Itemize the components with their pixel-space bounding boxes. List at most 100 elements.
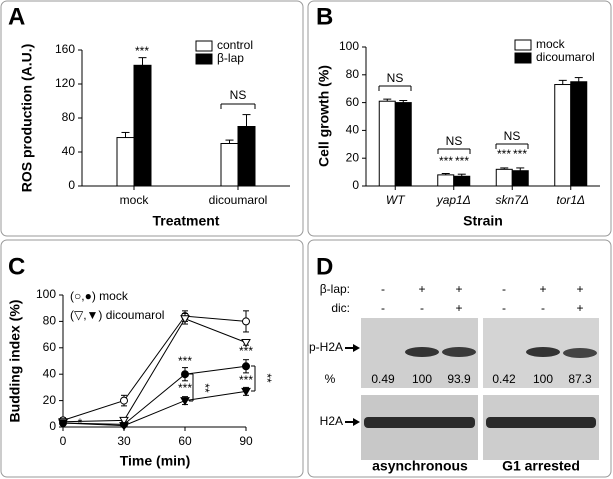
- x-tick-label: 60: [178, 434, 192, 448]
- marker: [181, 370, 189, 379]
- y-tick-label: 60: [346, 95, 360, 109]
- blot-band: [442, 347, 476, 357]
- x-tick-label: WT: [386, 193, 406, 207]
- line: [62, 315, 247, 421]
- legend-label: dicoumarol: [536, 50, 595, 64]
- blot-band: [526, 347, 560, 357]
- sign: -: [502, 282, 506, 296]
- sign: +: [576, 301, 583, 315]
- marker: [58, 419, 68, 429]
- y-tick-label: 0: [68, 178, 75, 192]
- panel-frame: [0, 239, 304, 478]
- blot-band: [405, 347, 439, 357]
- y-tick-label: 60: [43, 340, 57, 354]
- x-tick-label: 30: [117, 434, 131, 448]
- marker: [119, 416, 129, 426]
- panel-label: D: [316, 253, 333, 280]
- blot-images: [345, 318, 599, 460]
- percent-value: 87.3: [568, 372, 592, 386]
- bar: [511, 170, 529, 187]
- y-tick-label: 0: [352, 178, 359, 192]
- y-tick-label: 40: [43, 366, 57, 380]
- annotation: ***: [178, 381, 192, 395]
- annotation: ***: [439, 154, 453, 168]
- legend-label: β-lap: [217, 51, 244, 65]
- y-tick-label: 100: [36, 287, 56, 301]
- bar: [116, 137, 135, 187]
- panel-label: B: [316, 3, 333, 30]
- sign: +: [455, 301, 462, 315]
- sign: -: [381, 301, 385, 315]
- bar: [437, 174, 455, 187]
- panel-label: C: [8, 253, 25, 280]
- bar: [133, 64, 152, 187]
- y-tick-label: 0: [49, 419, 56, 433]
- marker: [180, 315, 190, 324]
- sign: -: [541, 301, 545, 315]
- legend-swatch: [514, 52, 532, 64]
- y-tick-label: 100: [339, 39, 359, 53]
- y-tick-label: 160: [55, 42, 75, 56]
- y-tick-label: 120: [55, 76, 75, 90]
- y-tick-label: 80: [62, 110, 76, 124]
- band-label: H2A: [320, 414, 343, 428]
- bar: [237, 126, 256, 187]
- line: [62, 365, 247, 425]
- row-label: dic:: [331, 301, 350, 315]
- percent-label: %: [325, 372, 336, 386]
- bar: [220, 143, 239, 187]
- bar: [453, 175, 471, 187]
- x-tick-label: 0: [60, 434, 67, 448]
- y-tick-label: 40: [62, 144, 76, 158]
- sign: -: [381, 282, 385, 296]
- arrow: [353, 344, 360, 352]
- y-tick-label: 80: [346, 67, 360, 81]
- panel-label: A: [8, 3, 25, 30]
- arrow: [353, 418, 360, 426]
- annotation: ***: [239, 373, 253, 387]
- blot-band: [563, 348, 597, 358]
- annotation: NS: [504, 129, 521, 143]
- bar: [554, 84, 572, 187]
- percent-value: 0.49: [371, 372, 395, 386]
- sign: +: [576, 282, 583, 296]
- annotation: NS: [387, 71, 404, 85]
- x-tick-label: mock: [120, 193, 150, 207]
- legend-label: control: [217, 38, 253, 52]
- marker: [119, 422, 129, 431]
- marker: [120, 396, 128, 405]
- line: [62, 318, 247, 423]
- annotation: NS: [446, 134, 463, 148]
- legend-label: (○,●) mock: [70, 289, 129, 303]
- annotation: ***: [178, 354, 192, 368]
- y-tick-label: 80: [43, 314, 57, 328]
- group-label: G1 arrested: [502, 458, 580, 474]
- annotation: ***: [513, 147, 527, 161]
- group-label: asynchronous: [372, 458, 468, 474]
- annotation: **: [260, 373, 274, 383]
- x-tick-label: tor1Δ: [556, 193, 585, 207]
- sign: -: [420, 301, 424, 315]
- sign: +: [455, 282, 462, 296]
- percent-value: 0.42: [492, 372, 516, 386]
- sign: -: [502, 301, 506, 315]
- sign: +: [539, 282, 546, 296]
- sign: +: [418, 282, 425, 296]
- marker: [180, 397, 190, 406]
- x-axis-title: Treatment: [153, 213, 220, 229]
- y-axis-title: Cell growth (%): [316, 65, 332, 167]
- x-tick-label: yap1Δ: [436, 193, 471, 207]
- percent-value: 100: [412, 372, 432, 386]
- legend-swatch: [195, 40, 213, 52]
- blot-band: [364, 417, 475, 428]
- y-tick-label: 40: [346, 123, 360, 137]
- annotation: ***: [497, 147, 511, 161]
- x-tick-label: 90: [239, 434, 253, 448]
- marker: [242, 362, 250, 371]
- legend-swatch: [514, 39, 532, 51]
- x-tick-label: skn7Δ: [496, 193, 529, 207]
- x-axis-title: Strain: [463, 213, 503, 229]
- x-axis-title: Time (min): [120, 453, 191, 469]
- annotation: ***: [455, 154, 469, 168]
